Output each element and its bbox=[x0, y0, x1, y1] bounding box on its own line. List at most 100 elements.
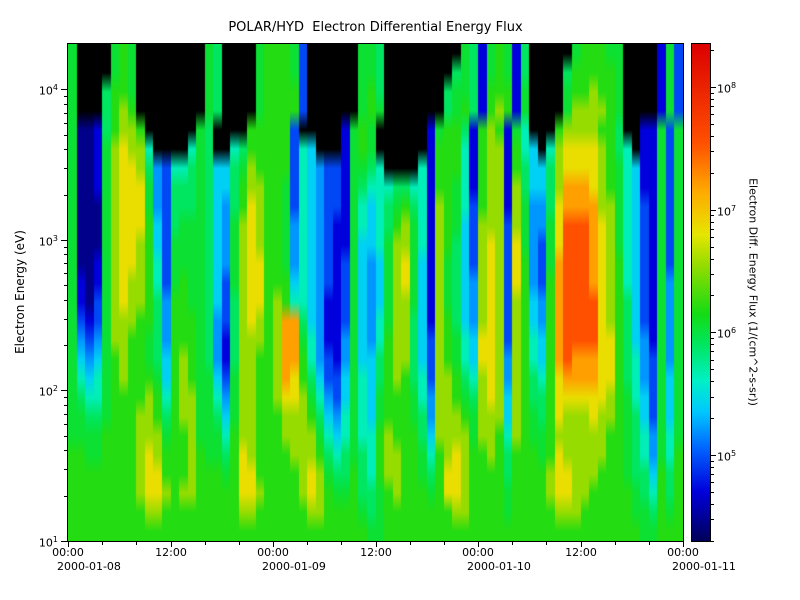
colorbar-canvas bbox=[692, 44, 710, 541]
colorbar-minor-tick bbox=[711, 381, 714, 382]
colorbar-minor-tick bbox=[711, 418, 714, 419]
y-axis-minor-tick bbox=[64, 436, 68, 437]
x-date-label: 2000-01-11 bbox=[672, 560, 736, 573]
colorbar-minor-tick bbox=[711, 492, 714, 493]
y-axis-minor-tick bbox=[64, 273, 68, 274]
colorbar-minor-tick bbox=[711, 259, 714, 260]
colorbar-tick-label: 107 bbox=[717, 204, 737, 219]
y-axis-minor-tick bbox=[64, 149, 68, 150]
colorbar-minor-tick bbox=[711, 295, 714, 296]
colorbar-tick-label: 105 bbox=[717, 449, 737, 464]
colorbar-minor-tick bbox=[711, 93, 714, 94]
colorbar-minor-tick bbox=[711, 229, 714, 230]
x-axis-minor-tick bbox=[239, 542, 240, 545]
colorbar-minor-tick bbox=[711, 237, 714, 238]
colorbar-minor-tick bbox=[711, 136, 714, 137]
chart-title: POLAR/HYD Electron Differential Energy F… bbox=[228, 20, 523, 35]
y-axis-minor-tick bbox=[64, 424, 68, 425]
colorbar-minor-tick bbox=[711, 215, 714, 216]
colorbar-minor-tick bbox=[711, 541, 714, 542]
x-axis-minor-tick bbox=[512, 542, 513, 545]
colorbar-tick bbox=[711, 210, 716, 211]
x-axis-minor-tick bbox=[410, 542, 411, 545]
y-axis-minor-tick bbox=[64, 319, 68, 320]
y-axis-minor-tick bbox=[64, 345, 68, 346]
colorbar-minor-tick bbox=[711, 338, 714, 339]
y-tick-label: 101 bbox=[38, 535, 58, 550]
x-axis-tick bbox=[171, 542, 172, 547]
colorbar-label: Electron Diff. Energy Flux (1/(cm^2-s-sr… bbox=[746, 178, 760, 406]
y-axis-minor-tick bbox=[64, 285, 68, 286]
colorbar-minor-tick bbox=[711, 344, 714, 345]
y-axis-minor-tick bbox=[64, 168, 68, 169]
x-tick-label: 00:00 bbox=[52, 546, 84, 559]
x-tick-label: 12:00 bbox=[155, 546, 187, 559]
y-axis-minor-tick bbox=[64, 469, 68, 470]
y-tick-label: 104 bbox=[38, 83, 58, 98]
x-date-label: 2000-01-09 bbox=[262, 560, 326, 573]
colorbar-minor-tick bbox=[711, 504, 714, 505]
y-axis-tick bbox=[61, 390, 68, 391]
y-axis-tick bbox=[61, 89, 68, 90]
y-tick-label: 103 bbox=[38, 234, 58, 249]
x-axis-tick bbox=[68, 542, 69, 547]
x-axis-minor-tick bbox=[649, 542, 650, 545]
colorbar-tick bbox=[711, 455, 716, 456]
colorbar-minor-tick bbox=[711, 99, 714, 100]
colorbar-tick-label: 108 bbox=[717, 81, 737, 96]
y-axis-minor-tick bbox=[64, 397, 68, 398]
y-axis-minor-tick bbox=[64, 414, 68, 415]
spectrogram-canvas bbox=[68, 44, 683, 541]
colorbar-minor-tick bbox=[711, 151, 714, 152]
y-axis-minor-tick bbox=[64, 405, 68, 406]
colorbar-minor-tick bbox=[711, 474, 714, 475]
y-axis-tick bbox=[61, 240, 68, 241]
x-tick-label: 00:00 bbox=[257, 546, 289, 559]
y-axis-minor-tick bbox=[64, 135, 68, 136]
y-axis-minor-tick bbox=[64, 195, 68, 196]
x-axis-tick bbox=[683, 542, 684, 547]
colorbar-minor-tick bbox=[711, 274, 714, 275]
colorbar-minor-tick bbox=[711, 369, 714, 370]
x-axis-tick bbox=[273, 542, 274, 547]
colorbar-minor-tick bbox=[711, 467, 714, 468]
colorbar-minor-tick bbox=[711, 222, 714, 223]
colorbar-minor-tick bbox=[711, 106, 714, 107]
colorbar-minor-tick bbox=[711, 351, 714, 352]
y-axis-minor-tick bbox=[64, 247, 68, 248]
x-tick-label: 00:00 bbox=[667, 546, 699, 559]
x-date-label: 2000-01-08 bbox=[57, 560, 121, 573]
y-axis-minor-tick bbox=[64, 123, 68, 124]
colorbar-minor-tick bbox=[711, 50, 714, 51]
x-tick-label: 12:00 bbox=[360, 546, 392, 559]
x-axis-tick bbox=[478, 542, 479, 547]
colorbar-minor-tick bbox=[711, 173, 714, 174]
colorbar-minor-tick bbox=[711, 519, 714, 520]
y-tick-label: 102 bbox=[38, 384, 58, 399]
colorbar-minor-tick bbox=[711, 114, 714, 115]
y-axis-minor-tick bbox=[64, 450, 68, 451]
x-axis-minor-tick bbox=[444, 542, 445, 545]
y-axis-minor-tick bbox=[64, 496, 68, 497]
colorbar-minor-tick bbox=[711, 461, 714, 462]
x-tick-label: 12:00 bbox=[565, 546, 597, 559]
x-axis-minor-tick bbox=[341, 542, 342, 545]
x-axis-tick bbox=[581, 542, 582, 547]
colorbar-tick-label: 106 bbox=[717, 326, 737, 341]
y-axis-minor-tick bbox=[64, 104, 68, 105]
x-axis-minor-tick bbox=[615, 542, 616, 545]
x-axis-tick bbox=[376, 542, 377, 547]
colorbar-tick bbox=[711, 332, 716, 333]
colorbar-minor-tick bbox=[711, 482, 714, 483]
x-axis-minor-tick bbox=[307, 542, 308, 545]
x-axis-minor-tick bbox=[136, 542, 137, 545]
y-axis-minor-tick bbox=[64, 263, 68, 264]
x-date-label: 2000-01-10 bbox=[467, 560, 531, 573]
y-axis-minor-tick bbox=[64, 96, 68, 97]
x-axis-minor-tick bbox=[102, 542, 103, 545]
y-axis-tick bbox=[61, 541, 68, 542]
y-axis-minor-tick bbox=[64, 254, 68, 255]
y-axis-minor-tick bbox=[64, 113, 68, 114]
x-axis-minor-tick bbox=[546, 542, 547, 545]
